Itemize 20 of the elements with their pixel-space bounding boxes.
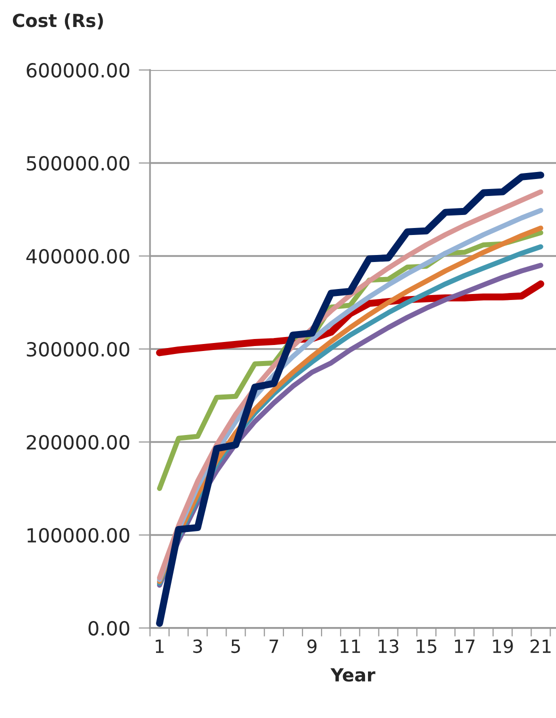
x-tick-label: 3: [193, 639, 202, 654]
y-tick-label: 600000.00: [26, 62, 130, 78]
x-tick-label: 9: [307, 639, 316, 654]
x-tick-label: 21: [530, 639, 551, 653]
x-tick-label: 17: [455, 640, 474, 653]
x-tick-label: 5: [231, 640, 240, 654]
x-tick-label: 13: [378, 639, 398, 654]
y-axis-title: Cost (Rs): [12, 13, 103, 30]
x-tick-label: 11: [340, 640, 360, 653]
y-tick-label: 500000.00: [26, 156, 130, 171]
y-tick-label: 100000.00: [28, 528, 130, 543]
x-tick-label: 7: [270, 640, 278, 653]
y-tick-label: 200000.00: [26, 434, 130, 450]
x-tick-label: 1: [156, 640, 164, 653]
y-tick-label: 300000.00: [26, 342, 130, 357]
x-axis-title: Year: [330, 668, 376, 682]
y-tick-label: 400000.00: [26, 248, 130, 264]
y-tick-label: 0.00: [88, 620, 130, 636]
x-tick-label: 15: [416, 640, 436, 654]
x-tick-label: 19: [493, 639, 513, 654]
